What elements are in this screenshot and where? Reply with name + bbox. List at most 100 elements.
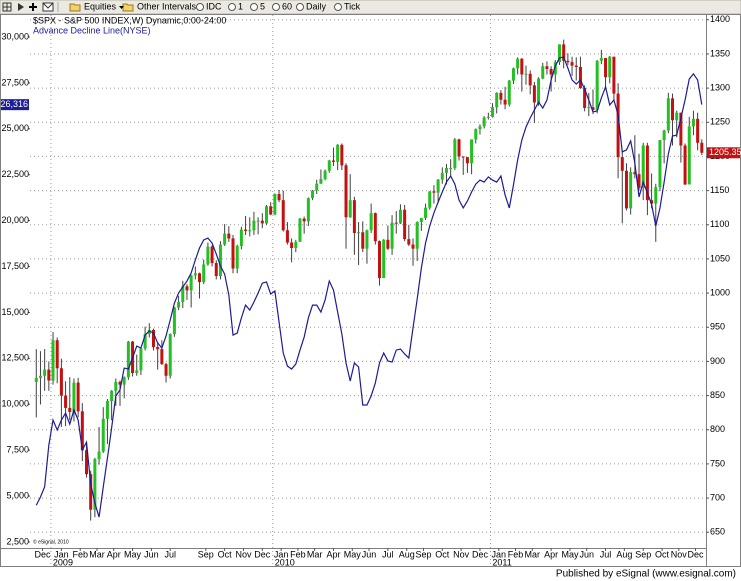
candle-body xyxy=(624,170,628,209)
toolbar-icons xyxy=(2,2,134,12)
candle-body xyxy=(80,411,84,451)
candle-body xyxy=(604,58,608,78)
candle-body xyxy=(302,218,306,222)
candle-body xyxy=(390,222,394,249)
candle-body xyxy=(110,390,114,402)
y2-tick-label: 700 xyxy=(710,492,725,502)
candle-body xyxy=(101,418,105,452)
candle-body xyxy=(675,112,679,121)
candle-body xyxy=(89,474,93,510)
candle-body xyxy=(277,194,281,201)
legend-price: $SPX - S&P 500 INDEX,W) Dynamic,0:00-24:… xyxy=(33,15,226,25)
current-price-box xyxy=(707,147,740,159)
candle-body xyxy=(461,156,465,158)
y-tick-label: 27,500 xyxy=(1,77,29,87)
candle-body xyxy=(641,145,645,188)
candle-body xyxy=(503,99,507,105)
candle-body xyxy=(290,242,294,248)
candle-body xyxy=(214,263,218,277)
button-icon[interactable] xyxy=(334,3,342,11)
candle-body xyxy=(248,230,252,232)
candle-body xyxy=(202,264,206,283)
y-tick-label: 30,000 xyxy=(1,31,29,41)
candle-body xyxy=(85,450,89,475)
x-tick-label: Apr xyxy=(107,549,121,559)
button-icon[interactable] xyxy=(196,3,204,11)
candle-body xyxy=(541,66,545,79)
candle-body xyxy=(51,340,55,381)
candle-body xyxy=(679,112,683,146)
candle-body xyxy=(495,92,499,108)
candle-body xyxy=(524,73,528,75)
candle-body xyxy=(419,217,423,223)
button-icon[interactable] xyxy=(250,3,258,11)
toolbar-items: Equities Other Intervals IDC 1 5 60 Daily Tick xyxy=(84,1,361,11)
candle-body xyxy=(223,233,227,245)
y-tick-label: 12,500 xyxy=(1,353,29,363)
toolbar-button[interactable]: Tick xyxy=(344,1,361,11)
candle-body xyxy=(139,348,143,371)
candle-body xyxy=(570,62,574,66)
candle-body xyxy=(470,139,474,164)
candle-body xyxy=(378,241,382,279)
x-tick-label: Jul xyxy=(600,549,612,559)
candle-body xyxy=(566,60,570,63)
toolbar-button[interactable]: 60 xyxy=(282,1,292,11)
y2-tick-label: 1250 xyxy=(710,117,730,127)
x-tick-label: Aug xyxy=(616,549,632,559)
candle-body xyxy=(105,401,109,419)
candle-body xyxy=(620,157,624,171)
toolbar-button[interactable]: Daily xyxy=(306,1,327,11)
mail-icon[interactable] xyxy=(42,2,54,12)
x-tick-label: Jan xyxy=(54,549,69,559)
grid-layer xyxy=(28,15,709,567)
button-icon[interactable] xyxy=(296,3,304,11)
toolbar-menu[interactable]: Other Intervals xyxy=(137,1,197,11)
candle-body xyxy=(227,233,231,239)
candle-body xyxy=(499,92,503,100)
candle-body xyxy=(239,229,243,246)
candle-body xyxy=(168,334,172,376)
x-tick-label: Oct xyxy=(218,549,233,559)
x-tick-label: Oct xyxy=(435,549,450,559)
candle-body xyxy=(532,85,536,103)
dropdown-arrow[interactable] xyxy=(119,6,125,9)
x-tick-label: Jan xyxy=(274,549,289,559)
candle-body xyxy=(352,200,356,233)
candle-body xyxy=(264,206,268,224)
candle-body xyxy=(599,58,603,61)
candle-body xyxy=(629,172,633,209)
x-tick-label: Feb xyxy=(72,549,88,559)
candle-body xyxy=(59,368,63,396)
candle-body xyxy=(553,62,557,75)
toolbar-button[interactable]: IDC xyxy=(206,1,222,11)
toolbar-button[interactable]: 5 xyxy=(260,1,265,11)
x-tick-label: May xyxy=(561,549,579,559)
candle-body xyxy=(449,168,453,170)
candle-body xyxy=(177,301,181,308)
x-tick-label: Dec xyxy=(472,549,489,559)
add-icon[interactable] xyxy=(29,3,37,11)
toolbar-button[interactable]: 1 xyxy=(238,1,243,11)
candle-body xyxy=(181,286,185,302)
candle-body xyxy=(407,239,411,245)
candle-body xyxy=(357,232,361,234)
toolbar-menu[interactable]: Equities xyxy=(84,1,117,11)
candle-body xyxy=(47,369,51,381)
candle-body xyxy=(206,246,210,265)
candle-body xyxy=(491,107,495,117)
x-tick-label: Nov xyxy=(235,549,252,559)
candle-body xyxy=(298,218,302,242)
y-tick-label: 20,000 xyxy=(1,215,29,225)
x-tick-label: Sep xyxy=(415,549,431,559)
play-icon[interactable] xyxy=(18,3,24,11)
button-icon[interactable] xyxy=(272,3,280,11)
data-layer xyxy=(34,39,704,521)
candle-body xyxy=(361,232,365,249)
candle-body xyxy=(587,107,591,109)
candle-body xyxy=(457,139,461,157)
candle-body xyxy=(97,451,101,460)
button-icon[interactable] xyxy=(228,3,236,11)
candle-body xyxy=(424,207,428,218)
